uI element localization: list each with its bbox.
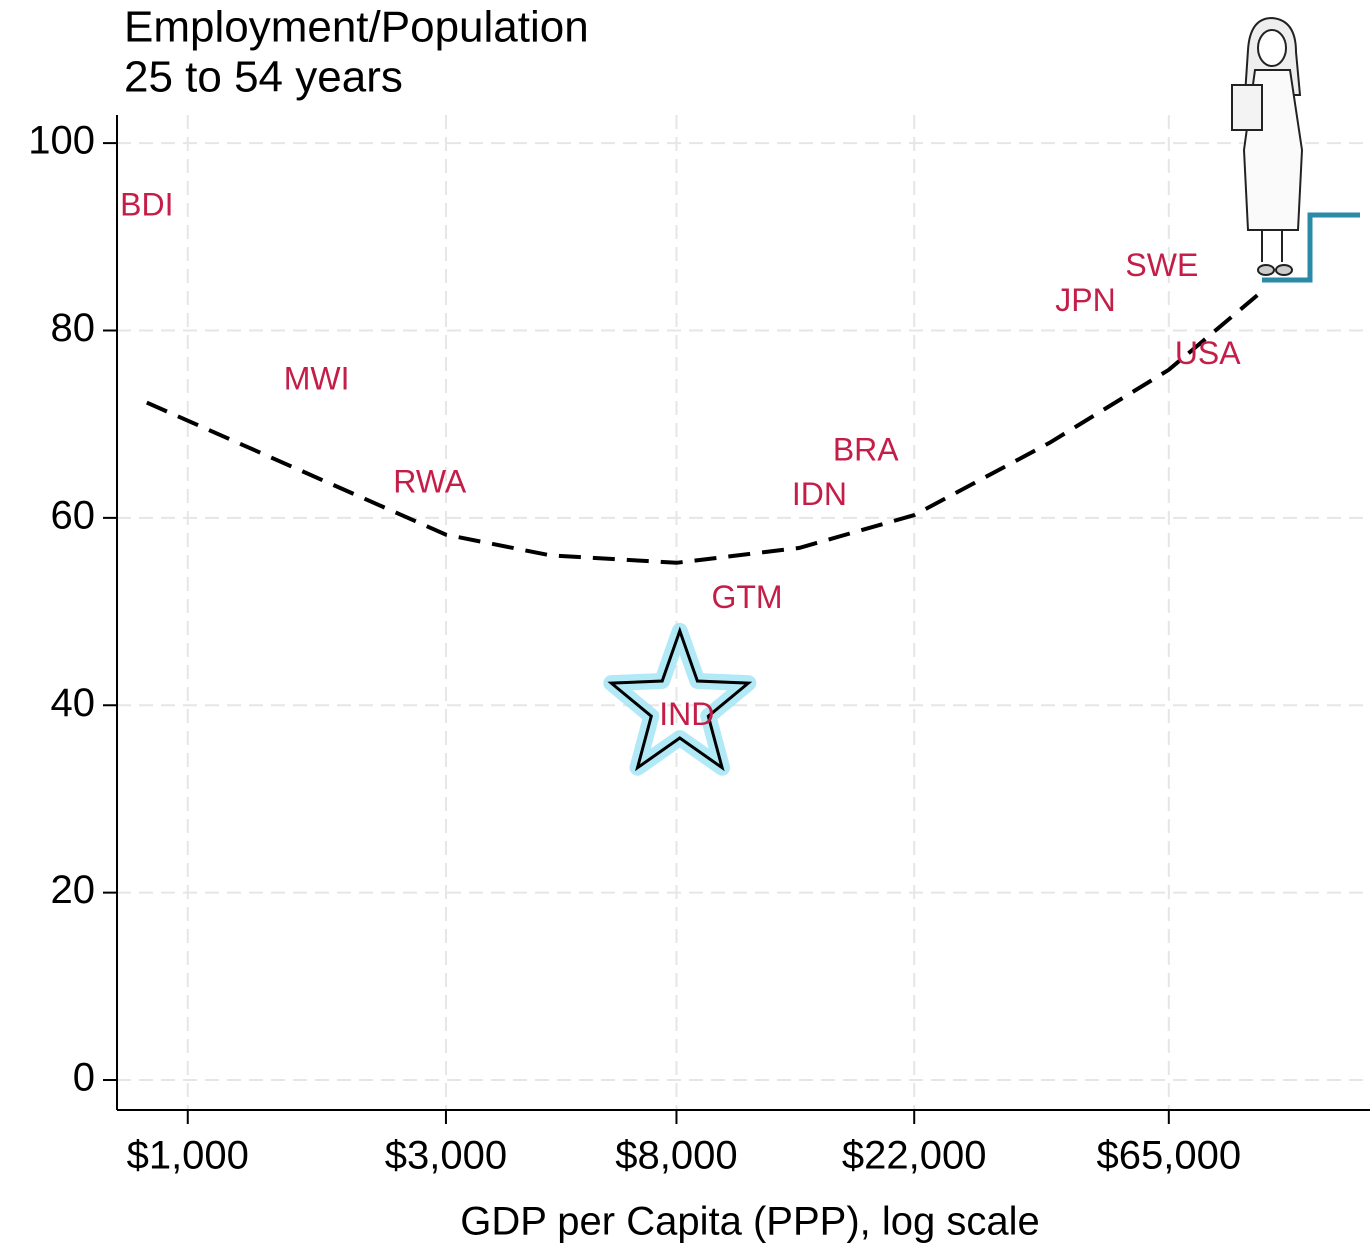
point-label: SWE <box>1125 247 1198 283</box>
x-tick-label: $22,000 <box>842 1134 987 1178</box>
y-tick-label: 20 <box>51 868 96 912</box>
x-tick-label: $65,000 <box>1097 1134 1242 1178</box>
x-axis-label: GDP per Capita (PPP), log scale <box>460 1200 1040 1244</box>
point-label: MWI <box>284 361 350 397</box>
point-label: IND <box>659 696 714 732</box>
point-label: BDI <box>120 186 173 222</box>
point-label: RWA <box>393 464 467 500</box>
point-label: BRA <box>833 432 899 468</box>
point-label: USA <box>1175 335 1241 371</box>
woman-illustration <box>1232 18 1360 280</box>
fit-curve <box>147 293 1260 563</box>
x-tick-label: $3,000 <box>385 1134 507 1178</box>
y-tick-label: 80 <box>51 306 96 350</box>
x-tick-label: $1,000 <box>127 1134 249 1178</box>
y-tick-label: 0 <box>73 1056 95 1100</box>
y-tick-label: 40 <box>51 681 96 725</box>
chart-subtitle: 25 to 54 years <box>124 53 403 102</box>
point-label: IDN <box>792 476 847 512</box>
chart: Employment/Population 25 to 54 years GDP… <box>0 0 1370 1252</box>
chart-title: Employment/Population <box>124 3 589 52</box>
point-label: GTM <box>711 579 782 615</box>
x-tick-label: $8,000 <box>615 1134 737 1178</box>
y-tick-label: 60 <box>51 493 96 537</box>
y-tick-label: 100 <box>28 119 95 163</box>
point-label: JPN <box>1055 282 1115 318</box>
